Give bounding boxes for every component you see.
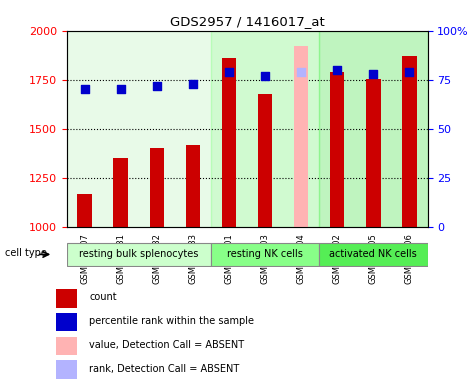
Point	[333, 67, 341, 73]
Bar	[258, 94, 272, 227]
Bar	[366, 79, 380, 227]
Bar	[150, 148, 164, 227]
Text: resting bulk splenocytes: resting bulk splenocytes	[79, 249, 199, 259]
Point	[153, 83, 161, 89]
FancyBboxPatch shape	[66, 243, 211, 266]
Point	[261, 73, 269, 79]
Text: resting NK cells: resting NK cells	[227, 249, 303, 259]
Bar	[319, 31, 428, 227]
Bar	[211, 31, 319, 227]
Point	[225, 69, 233, 75]
Bar	[56, 313, 77, 331]
Bar	[294, 46, 308, 227]
Text: value, Detection Call = ABSENT: value, Detection Call = ABSENT	[89, 340, 245, 350]
Title: GDS2957 / 1416017_at: GDS2957 / 1416017_at	[170, 15, 324, 28]
Bar	[186, 145, 200, 227]
Point	[370, 71, 377, 77]
Point	[297, 69, 305, 75]
Point	[117, 86, 124, 93]
Point	[406, 69, 413, 75]
FancyBboxPatch shape	[319, 243, 428, 266]
Text: count: count	[89, 292, 117, 302]
Bar	[222, 58, 236, 227]
Bar	[330, 72, 344, 227]
Bar	[114, 158, 128, 227]
Text: cell type: cell type	[5, 248, 47, 258]
Point	[81, 86, 88, 93]
Bar	[402, 56, 417, 227]
Bar	[56, 361, 77, 379]
Bar	[56, 289, 77, 308]
Text: activated NK cells: activated NK cells	[330, 249, 417, 259]
Bar	[77, 194, 92, 227]
FancyBboxPatch shape	[211, 243, 319, 266]
Bar	[56, 337, 77, 355]
Text: rank, Detection Call = ABSENT: rank, Detection Call = ABSENT	[89, 364, 239, 374]
Text: percentile rank within the sample: percentile rank within the sample	[89, 316, 254, 326]
Point	[189, 81, 197, 87]
Bar	[66, 31, 211, 227]
